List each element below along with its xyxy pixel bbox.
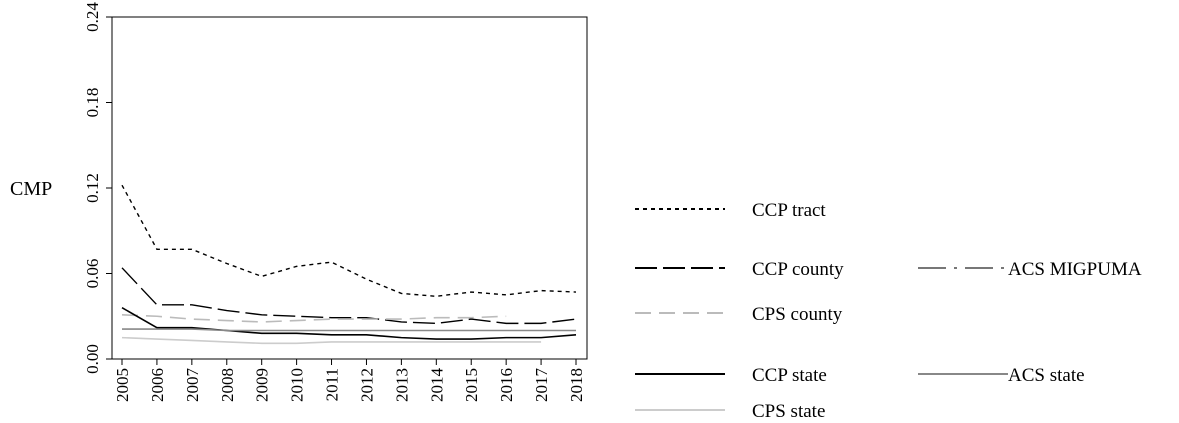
x-tick-label: 2006: [148, 368, 167, 402]
x-tick-label: 2016: [497, 368, 516, 402]
legend-label-cps-state: CPS state: [752, 401, 825, 422]
x-tick-label: 2015: [462, 368, 481, 402]
series-line-ccp-tract: [121, 184, 577, 298]
x-tick-labels: 2005 2006 2007 2008 2009 2010 2011 2012 2013 2014…: [113, 368, 586, 403]
series-line-cps-county: [121, 314, 507, 323]
legend: CCP tract CCP county ACS MIGPUMA CPS county…: [635, 200, 1142, 422]
y-tick-label: 0.12: [83, 173, 102, 203]
series-line-cps-state: [121, 336, 542, 345]
series-lines: [121, 184, 577, 345]
x-tick-label: 2011: [323, 368, 342, 401]
x-tick-label: 2010: [288, 368, 307, 402]
legend-label-cps-county: CPS county: [752, 304, 843, 325]
x-tick-marks: [121, 359, 577, 365]
x-tick-label: 2013: [392, 368, 411, 402]
x-tick-label: 2017: [532, 368, 551, 403]
plot-area-border: [111, 16, 588, 360]
y-tick-label: 0.06: [83, 259, 102, 289]
y-tick-label: 0.24: [83, 2, 102, 32]
x-tick-label: 2012: [357, 368, 376, 402]
y-axis-label: CMP: [10, 178, 52, 200]
x-tick-label: 2005: [113, 368, 132, 402]
series-line-ccp-county: [121, 267, 577, 325]
series-line-ccp-state: [121, 307, 577, 340]
legend-label-ccp-state: CCP state: [752, 365, 827, 386]
legend-label-acs-state: ACS state: [1008, 365, 1085, 386]
x-tick-label: 2008: [218, 368, 237, 402]
legend-label-ccp-tract: CCP tract: [752, 200, 826, 221]
series-line-acs-state: [122, 328, 576, 332]
y-tick-labels: 0.00 0.06 0.12 0.18 0.24: [83, 2, 102, 374]
y-tick-label: 0.00: [83, 344, 102, 374]
x-tick-label: 2007: [183, 368, 202, 403]
legend-label-ccp-county: CCP county: [752, 259, 844, 280]
y-tick-label: 0.18: [83, 88, 102, 118]
x-tick-label: 2009: [253, 368, 272, 402]
y-tick-marks: [106, 16, 112, 360]
x-tick-label: 2014: [427, 368, 446, 403]
x-tick-label: 2018: [567, 368, 586, 402]
legend-label-acs-migpuma: ACS MIGPUMA: [1008, 259, 1142, 280]
